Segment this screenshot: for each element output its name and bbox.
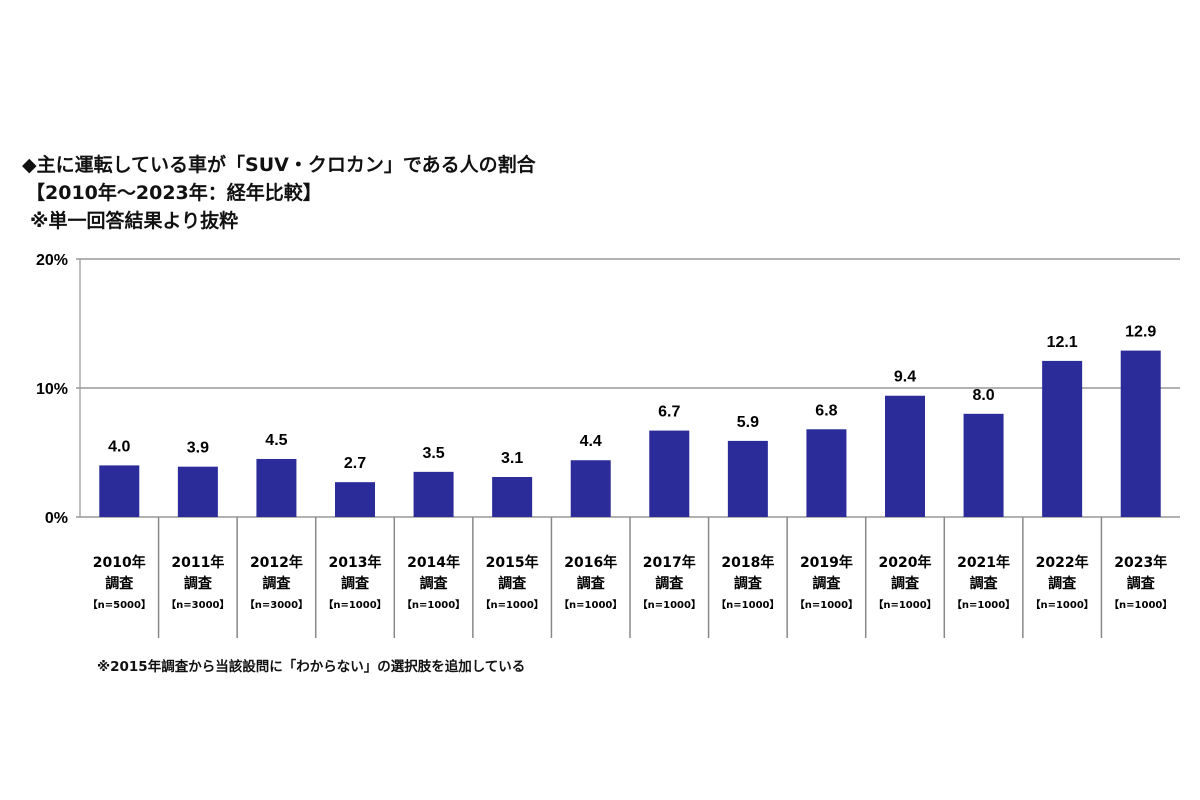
data-label: 4.0 <box>108 438 130 455</box>
x-tick-label: 2022年 <box>1036 554 1089 571</box>
data-label: 2.7 <box>344 455 366 472</box>
sample-size-label: 【n=1000】 <box>873 598 936 611</box>
x-tick-label: 2023年 <box>1114 554 1167 571</box>
chart-subtitle: 【2010年～2023年：経年比較】 <box>26 182 322 204</box>
x-tick-label-line2: 調査 <box>498 575 527 592</box>
bar <box>256 458 297 517</box>
bar <box>1042 360 1083 517</box>
data-label: 5.9 <box>737 414 759 431</box>
x-tick-label-line2: 調査 <box>184 575 213 592</box>
y-tick-label: 0% <box>45 510 68 527</box>
chart-title: ◆主に運転している車が「SUV・クロカン」である人の割合 <box>22 154 536 176</box>
x-tick-label-line2: 調査 <box>970 575 999 592</box>
x-tick-label-line2: 調査 <box>655 575 684 592</box>
sample-size-label: 【n=3000】 <box>166 598 229 611</box>
data-label: 12.1 <box>1047 334 1078 351</box>
bar <box>727 440 768 517</box>
sample-size-label: 【n=1000】 <box>952 598 1015 611</box>
x-tick-label: 2019年 <box>800 554 853 571</box>
x-tick-label: 2016年 <box>564 554 617 571</box>
x-tick-label-line2: 調査 <box>420 575 449 592</box>
bar <box>963 413 1004 517</box>
data-label: 9.4 <box>894 369 916 386</box>
sample-size-label: 【n=1000】 <box>638 598 701 611</box>
footnote: ※2015年調査から当該設問に「わからない」の選択肢を追加している <box>97 659 526 675</box>
x-tick-label: 2010年 <box>93 554 146 571</box>
data-label: 3.9 <box>187 440 209 457</box>
sample-size-label: 【n=1000】 <box>1109 598 1172 611</box>
sample-size-label: 【n=1000】 <box>716 598 779 611</box>
data-label: 12.9 <box>1125 324 1156 341</box>
sample-size-label: 【n=1000】 <box>795 598 858 611</box>
sample-size-label: 【n=1000】 <box>1030 598 1093 611</box>
chart-note: ※単一回答結果より抜粋 <box>30 210 239 232</box>
x-tick-label-line2: 調査 <box>891 575 920 592</box>
x-tick-label: 2018年 <box>721 554 774 571</box>
y-tick-label: 20% <box>36 252 68 269</box>
sample-size-label: 【n=3000】 <box>245 598 308 611</box>
x-tick-label-line2: 調査 <box>341 575 370 592</box>
data-label: 3.1 <box>501 450 523 467</box>
x-tick-label-line2: 調査 <box>1127 575 1156 592</box>
data-label: 8.0 <box>972 387 994 404</box>
sample-size-label: 【n=1000】 <box>323 598 386 611</box>
sample-size-label: 【n=1000】 <box>402 598 465 611</box>
bar <box>413 471 454 517</box>
x-tick-label: 2021年 <box>957 554 1010 571</box>
sample-size-label: 【n=1000】 <box>480 598 543 611</box>
x-tick-label-line2: 調査 <box>1048 575 1077 592</box>
x-tick-label-line2: 調査 <box>812 575 841 592</box>
y-tick-label: 10% <box>36 381 68 398</box>
sample-size-label: 【n=5000】 <box>88 598 151 611</box>
bar <box>177 466 218 517</box>
x-tick-label: 2011年 <box>171 554 224 571</box>
data-label: 4.4 <box>580 433 602 450</box>
x-tick-label-line2: 調査 <box>577 575 606 592</box>
bar <box>1120 350 1161 517</box>
x-tick-label-line2: 調査 <box>262 575 291 592</box>
data-label: 6.7 <box>658 404 680 421</box>
x-tick-label: 2020年 <box>879 554 932 571</box>
x-tick-label: 2014年 <box>407 554 460 571</box>
data-label: 6.8 <box>815 402 837 419</box>
bar <box>335 482 375 517</box>
x-tick-label: 2017年 <box>643 554 696 571</box>
x-tick-label-line2: 調査 <box>105 575 134 592</box>
x-tick-label: 2012年 <box>250 554 303 571</box>
bar <box>806 429 847 517</box>
x-tick-label-line2: 調査 <box>734 575 763 592</box>
bar <box>570 460 611 517</box>
data-label: 3.5 <box>422 445 444 462</box>
bar <box>649 430 690 517</box>
sample-size-label: 【n=1000】 <box>559 598 622 611</box>
x-tick-label: 2015年 <box>486 554 539 571</box>
bar <box>885 395 925 517</box>
x-tick-label: 2013年 <box>329 554 382 571</box>
data-label: 4.5 <box>265 432 287 449</box>
bar <box>492 477 533 517</box>
bar <box>99 465 140 517</box>
